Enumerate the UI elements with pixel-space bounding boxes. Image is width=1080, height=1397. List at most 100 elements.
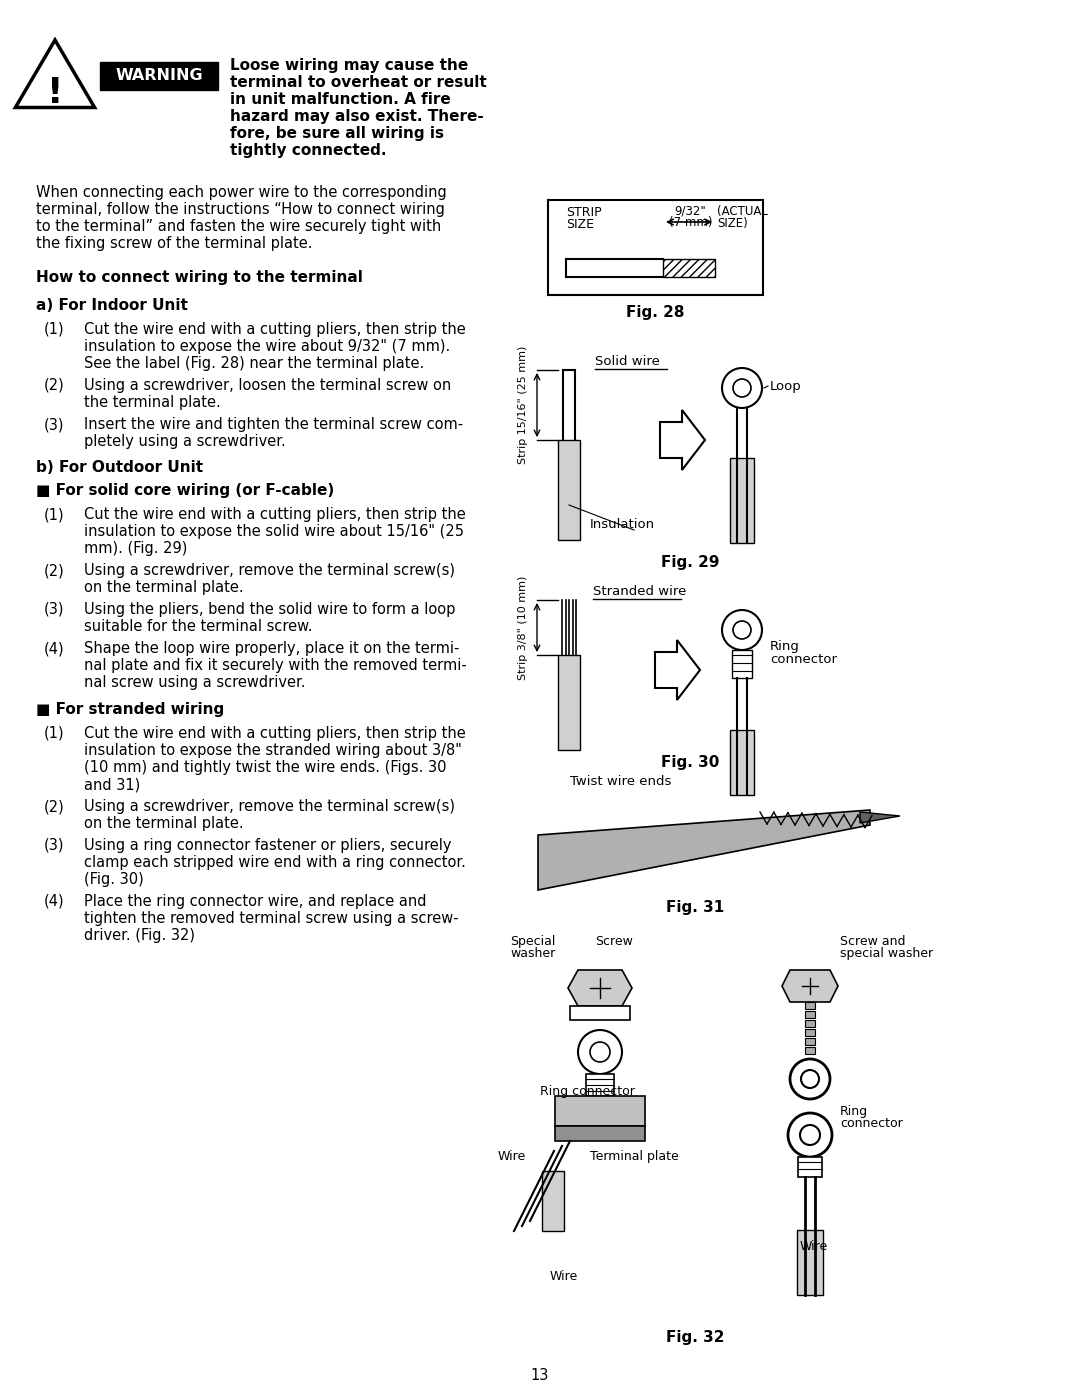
Text: Strip 3/8" (10 mm): Strip 3/8" (10 mm) [518, 576, 528, 680]
Text: Using a ring connector fastener or pliers, securely: Using a ring connector fastener or plier… [84, 838, 451, 854]
Text: (2): (2) [44, 799, 65, 814]
Bar [730, 731, 754, 795]
Text: Screw: Screw [595, 935, 633, 949]
Bar [798, 1157, 822, 1178]
Text: connector: connector [840, 1118, 903, 1130]
Text: Twist wire ends: Twist wire ends [570, 775, 672, 788]
Text: (1): (1) [44, 321, 65, 337]
Text: 9/32": 9/32" [674, 205, 705, 218]
Text: (1): (1) [44, 726, 65, 740]
Text: Cut the wire end with a cutting pliers, then strip the: Cut the wire end with a cutting pliers, … [84, 507, 465, 522]
Text: Ring: Ring [840, 1105, 868, 1118]
Text: a) For Indoor Unit: a) For Indoor Unit [36, 298, 188, 313]
Text: Wire: Wire [550, 1270, 578, 1282]
Text: nal plate and fix it securely with the removed termi-: nal plate and fix it securely with the r… [84, 658, 467, 673]
Bar [555, 1097, 645, 1126]
Bar [586, 1074, 615, 1097]
Bar [548, 200, 762, 295]
Bar [555, 1126, 645, 1141]
Text: on the terminal plate.: on the terminal plate. [84, 580, 244, 595]
Text: insulation to expose the solid wire about 15/16" (25: insulation to expose the solid wire abou… [84, 524, 464, 539]
Text: connector: connector [770, 652, 837, 666]
Text: washer: washer [510, 947, 555, 960]
Text: Wire: Wire [498, 1150, 526, 1162]
Text: ■ For solid core wiring (or F-cable): ■ For solid core wiring (or F-cable) [36, 483, 334, 497]
Text: Fig. 31: Fig. 31 [666, 900, 724, 915]
Bar [542, 1171, 564, 1231]
Text: tightly connected.: tightly connected. [230, 142, 387, 158]
Text: Strip 15/16" (25 mm): Strip 15/16" (25 mm) [518, 346, 528, 464]
Text: (1): (1) [44, 507, 65, 522]
Text: driver. (Fig. 32): driver. (Fig. 32) [84, 928, 195, 943]
Text: to the terminal” and fasten the wire securely tight with: to the terminal” and fasten the wire sec… [36, 219, 442, 235]
Text: on the terminal plate.: on the terminal plate. [84, 816, 244, 831]
Text: Fig. 32: Fig. 32 [665, 1330, 725, 1345]
Bar [805, 1011, 815, 1018]
Bar [805, 1020, 815, 1027]
Text: insulation to expose the wire about 9/32" (7 mm).: insulation to expose the wire about 9/32… [84, 339, 450, 353]
Text: (3): (3) [44, 416, 65, 432]
Text: SIZE): SIZE) [717, 217, 747, 231]
Text: tighten the removed terminal screw using a screw-: tighten the removed terminal screw using… [84, 911, 459, 926]
Polygon shape [538, 810, 870, 890]
Text: b) For Outdoor Unit: b) For Outdoor Unit [36, 460, 203, 475]
Bar [100, 61, 218, 89]
Text: Shape the loop wire properly, place it on the termi-: Shape the loop wire properly, place it o… [84, 641, 459, 657]
Text: Ring: Ring [770, 640, 800, 652]
Text: !: ! [46, 75, 64, 110]
Bar [570, 1006, 630, 1020]
Text: How to connect wiring to the terminal: How to connect wiring to the terminal [36, 270, 363, 285]
Bar [663, 258, 715, 277]
Text: the fixing screw of the terminal plate.: the fixing screw of the terminal plate. [36, 236, 312, 251]
Text: Special: Special [510, 935, 555, 949]
Text: WARNING: WARNING [116, 68, 203, 84]
Text: Fig. 28: Fig. 28 [625, 305, 685, 320]
Text: suitable for the terminal screw.: suitable for the terminal screw. [84, 619, 312, 634]
Text: and 31): and 31) [84, 777, 140, 792]
Text: Fig. 29: Fig. 29 [661, 555, 719, 570]
Text: STRIP: STRIP [566, 205, 602, 219]
Text: Using a screwdriver, loosen the terminal screw on: Using a screwdriver, loosen the terminal… [84, 379, 451, 393]
Text: (3): (3) [44, 838, 65, 854]
Text: pletely using a screwdriver.: pletely using a screwdriver. [84, 434, 286, 448]
Text: SIZE: SIZE [566, 218, 594, 231]
Polygon shape [860, 812, 900, 823]
Text: Screw and: Screw and [840, 935, 905, 949]
Bar [805, 1002, 815, 1009]
Text: Solid wire: Solid wire [595, 355, 660, 367]
Text: Using a screwdriver, remove the terminal screw(s): Using a screwdriver, remove the terminal… [84, 799, 455, 814]
Text: mm). (Fig. 29): mm). (Fig. 29) [84, 541, 187, 556]
Text: (4): (4) [44, 894, 65, 909]
Text: Stranded wire: Stranded wire [593, 585, 687, 598]
Text: (Fig. 30): (Fig. 30) [84, 872, 144, 887]
Text: (3): (3) [44, 602, 65, 617]
Polygon shape [782, 970, 838, 1002]
Text: fore, be sure all wiring is: fore, be sure all wiring is [230, 126, 444, 141]
Bar [805, 1030, 815, 1037]
Text: Cut the wire end with a cutting pliers, then strip the: Cut the wire end with a cutting pliers, … [84, 321, 465, 337]
Text: Using a screwdriver, remove the terminal screw(s): Using a screwdriver, remove the terminal… [84, 563, 455, 578]
Text: (ACTUAL: (ACTUAL [717, 205, 768, 218]
Text: (2): (2) [44, 379, 65, 393]
Text: hazard may also exist. There-: hazard may also exist. There- [230, 109, 484, 124]
Text: See the label (Fig. 28) near the terminal plate.: See the label (Fig. 28) near the termina… [84, 356, 424, 372]
Text: terminal to overheat or result: terminal to overheat or result [230, 75, 487, 89]
Bar [805, 1046, 815, 1053]
Text: Insert the wire and tighten the terminal screw com-: Insert the wire and tighten the terminal… [84, 416, 463, 432]
Text: ■ For stranded wiring: ■ For stranded wiring [36, 703, 225, 717]
Bar [797, 1229, 823, 1295]
Bar [732, 650, 752, 678]
Text: Ring connector: Ring connector [540, 1085, 635, 1098]
Text: Place the ring connector wire, and replace and: Place the ring connector wire, and repla… [84, 894, 427, 909]
Bar [730, 458, 754, 543]
Polygon shape [568, 970, 632, 1006]
Text: clamp each stripped wire end with a ring connector.: clamp each stripped wire end with a ring… [84, 855, 465, 870]
Bar [805, 1038, 815, 1045]
Text: Terminal plate: Terminal plate [590, 1150, 678, 1162]
Bar [558, 655, 580, 750]
Text: special washer: special washer [840, 947, 933, 960]
Text: nal screw using a screwdriver.: nal screw using a screwdriver. [84, 675, 306, 690]
Text: Wire: Wire [800, 1241, 828, 1253]
Text: 13: 13 [530, 1368, 550, 1383]
Text: (10 mm) and tightly twist the wire ends. (Figs. 30: (10 mm) and tightly twist the wire ends.… [84, 760, 446, 775]
